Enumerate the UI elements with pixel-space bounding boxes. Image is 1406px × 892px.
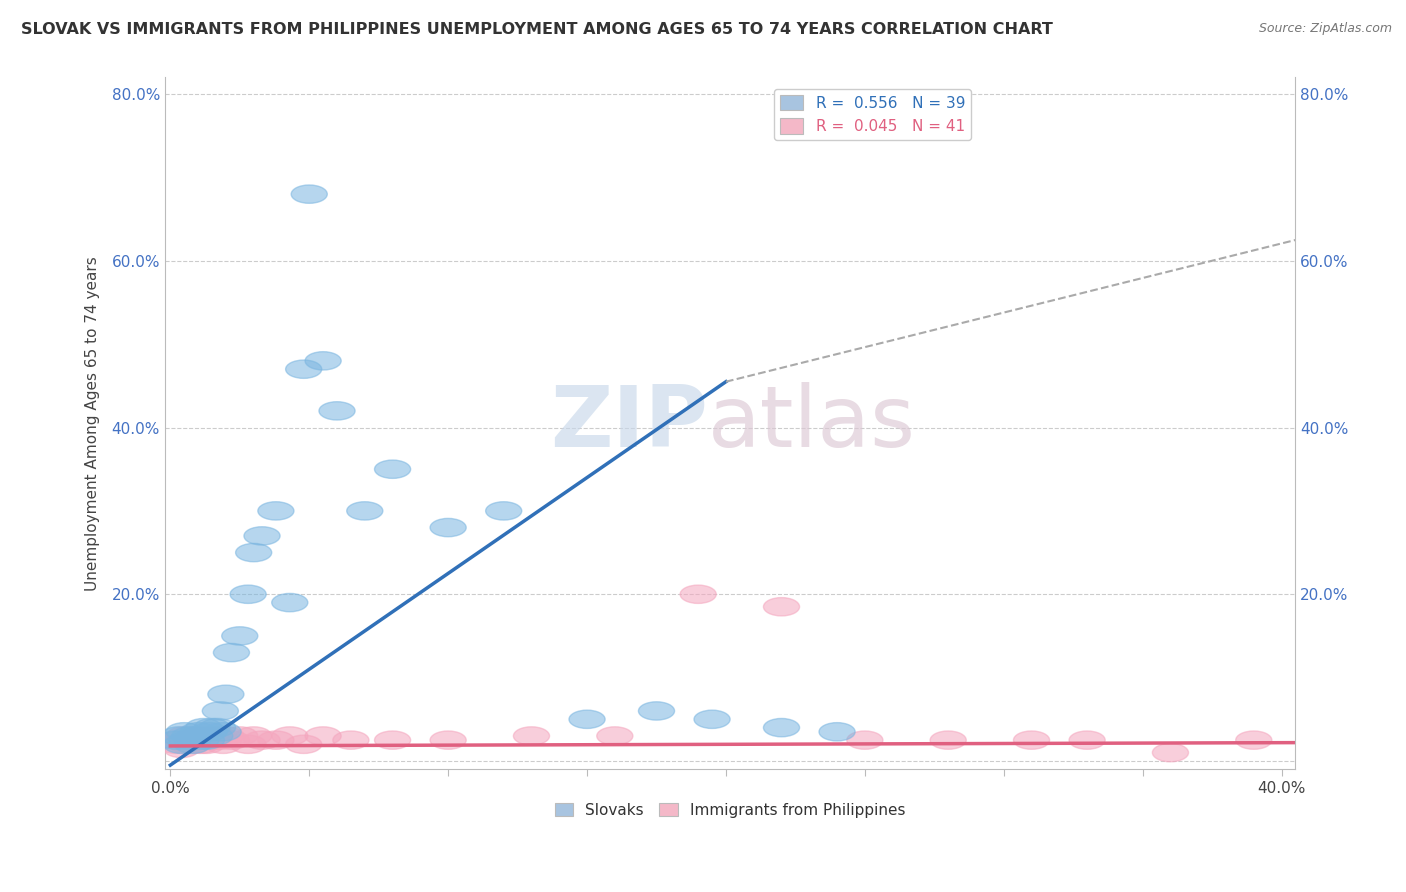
Ellipse shape <box>236 543 271 562</box>
Ellipse shape <box>1236 731 1272 749</box>
Ellipse shape <box>347 501 382 520</box>
Ellipse shape <box>374 731 411 749</box>
Ellipse shape <box>205 735 242 754</box>
Ellipse shape <box>186 718 222 737</box>
Ellipse shape <box>333 731 368 749</box>
Ellipse shape <box>197 727 233 745</box>
Ellipse shape <box>820 723 855 741</box>
Ellipse shape <box>205 723 242 741</box>
Ellipse shape <box>166 723 202 741</box>
Ellipse shape <box>695 710 730 729</box>
Ellipse shape <box>174 735 211 754</box>
Ellipse shape <box>160 727 197 745</box>
Legend: Slovaks, Immigrants from Philippines: Slovaks, Immigrants from Philippines <box>548 797 911 824</box>
Ellipse shape <box>197 731 233 749</box>
Ellipse shape <box>208 685 245 704</box>
Ellipse shape <box>169 735 205 754</box>
Ellipse shape <box>271 593 308 612</box>
Ellipse shape <box>430 731 467 749</box>
Ellipse shape <box>169 731 205 749</box>
Ellipse shape <box>245 527 280 545</box>
Ellipse shape <box>305 351 342 370</box>
Text: Source: ZipAtlas.com: Source: ZipAtlas.com <box>1258 22 1392 36</box>
Ellipse shape <box>763 718 800 737</box>
Ellipse shape <box>208 727 245 745</box>
Ellipse shape <box>305 727 342 745</box>
Ellipse shape <box>931 731 966 749</box>
Ellipse shape <box>222 627 257 645</box>
Ellipse shape <box>231 735 266 754</box>
Ellipse shape <box>157 735 194 754</box>
Ellipse shape <box>180 723 217 741</box>
Ellipse shape <box>638 702 675 720</box>
Ellipse shape <box>569 710 605 729</box>
Ellipse shape <box>160 731 197 749</box>
Ellipse shape <box>1014 731 1050 749</box>
Ellipse shape <box>1153 743 1188 762</box>
Ellipse shape <box>1069 731 1105 749</box>
Ellipse shape <box>285 360 322 378</box>
Ellipse shape <box>166 727 202 745</box>
Ellipse shape <box>271 727 308 745</box>
Ellipse shape <box>183 735 219 754</box>
Ellipse shape <box>172 727 208 745</box>
Ellipse shape <box>174 735 211 754</box>
Ellipse shape <box>374 460 411 478</box>
Ellipse shape <box>681 585 716 603</box>
Ellipse shape <box>319 401 356 420</box>
Ellipse shape <box>257 501 294 520</box>
Ellipse shape <box>763 598 800 616</box>
Ellipse shape <box>163 739 200 757</box>
Ellipse shape <box>231 585 266 603</box>
Ellipse shape <box>191 723 228 741</box>
Ellipse shape <box>186 727 222 745</box>
Ellipse shape <box>291 185 328 203</box>
Ellipse shape <box>177 731 214 749</box>
Ellipse shape <box>596 727 633 745</box>
Ellipse shape <box>180 727 217 745</box>
Ellipse shape <box>846 731 883 749</box>
Ellipse shape <box>245 731 280 749</box>
Ellipse shape <box>513 727 550 745</box>
Ellipse shape <box>163 735 200 754</box>
Ellipse shape <box>200 718 236 737</box>
Ellipse shape <box>202 702 239 720</box>
Ellipse shape <box>194 718 231 737</box>
Y-axis label: Unemployment Among Ages 65 to 74 years: Unemployment Among Ages 65 to 74 years <box>86 256 100 591</box>
Ellipse shape <box>188 731 225 749</box>
Ellipse shape <box>177 727 214 745</box>
Ellipse shape <box>236 727 271 745</box>
Ellipse shape <box>214 731 249 749</box>
Ellipse shape <box>202 731 239 749</box>
Ellipse shape <box>200 727 236 745</box>
Ellipse shape <box>188 735 225 754</box>
Ellipse shape <box>222 727 257 745</box>
Ellipse shape <box>194 727 231 745</box>
Ellipse shape <box>285 735 322 754</box>
Text: atlas: atlas <box>707 382 915 465</box>
Ellipse shape <box>191 731 228 749</box>
Ellipse shape <box>157 731 194 749</box>
Ellipse shape <box>430 518 467 537</box>
Text: SLOVAK VS IMMIGRANTS FROM PHILIPPINES UNEMPLOYMENT AMONG AGES 65 TO 74 YEARS COR: SLOVAK VS IMMIGRANTS FROM PHILIPPINES UN… <box>21 22 1053 37</box>
Ellipse shape <box>214 643 249 662</box>
Ellipse shape <box>183 731 219 749</box>
Ellipse shape <box>172 731 208 749</box>
Ellipse shape <box>257 731 294 749</box>
Ellipse shape <box>485 501 522 520</box>
Text: ZIP: ZIP <box>550 382 707 465</box>
